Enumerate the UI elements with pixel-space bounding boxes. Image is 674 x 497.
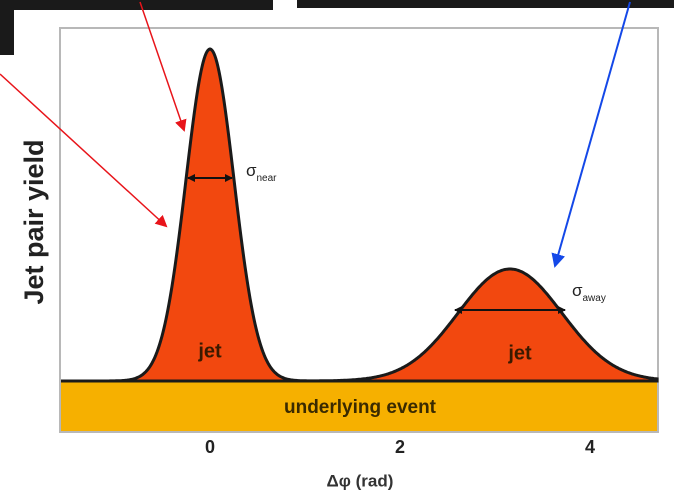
x-tick-label: 0 [205, 437, 215, 457]
top-panel [0, 0, 14, 55]
sigma-subscript: near [257, 173, 278, 184]
sigma-near: σnear [246, 161, 277, 183]
near-jet-label: jet [197, 340, 222, 362]
sigma-symbol: σ [246, 161, 257, 180]
x-tick-label: 4 [585, 437, 595, 457]
sigma-symbol: σ [572, 281, 583, 300]
underlying-event-band [61, 381, 657, 431]
callout-arrow [0, 73, 168, 228]
x-tick-label: 2 [395, 437, 405, 457]
y-axis-label: Jet pair yield [19, 139, 49, 304]
sigma-away: σaway [572, 281, 606, 303]
x-axis-label: Δφ (rad) [327, 471, 394, 490]
band-label: underlying event [284, 397, 437, 418]
callout-arrow [139, 1, 187, 132]
away-jet-label: jet [507, 342, 532, 364]
top-panel [297, 0, 674, 8]
callout-arrow [551, 1, 631, 268]
top-panel [0, 0, 273, 10]
sigma-subscript: away [583, 293, 606, 304]
